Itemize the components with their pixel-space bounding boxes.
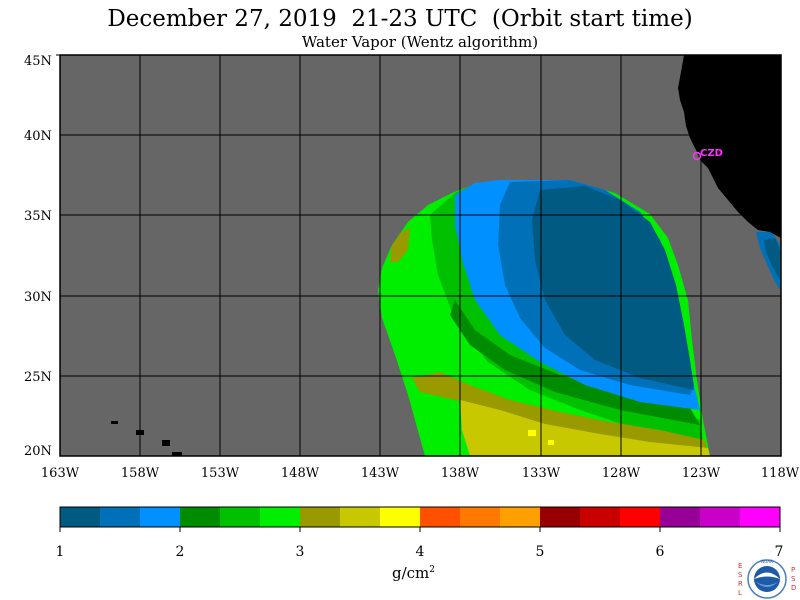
lat-axis-labels: 45N 40N 35N 30N 25N 20N bbox=[24, 54, 60, 459]
lat-label: 20N bbox=[24, 444, 52, 459]
logo-letter: E bbox=[738, 562, 742, 570]
colorbar-cell bbox=[660, 507, 701, 527]
colorbar-cell bbox=[60, 507, 101, 527]
station-symbol bbox=[692, 151, 702, 161]
colorbar-cell bbox=[380, 507, 421, 527]
logo-letter: P bbox=[791, 566, 795, 574]
swath-yellow-patch bbox=[528, 430, 536, 436]
map-frame bbox=[59, 54, 782, 457]
map-panel: CZD bbox=[59, 54, 782, 457]
colorbar-cell bbox=[460, 507, 501, 527]
map-grid bbox=[60, 55, 781, 456]
lat-label: 35N bbox=[24, 209, 52, 224]
colorbar-cell bbox=[420, 507, 461, 527]
island bbox=[111, 421, 118, 424]
lon-label: 133W bbox=[522, 466, 561, 481]
swath-olive bbox=[412, 372, 708, 456]
noaa-seal: NOAA bbox=[747, 559, 787, 599]
colorbar-label: 6 bbox=[656, 544, 665, 560]
colorbar-label: 2 bbox=[176, 544, 185, 560]
colorbar-label: 1 bbox=[56, 544, 65, 560]
lat-label: 40N bbox=[24, 129, 52, 144]
colorbar-cell bbox=[260, 507, 301, 527]
vapor-swath bbox=[378, 180, 780, 456]
lat-label: 45N bbox=[24, 54, 52, 69]
map-subtitle: Water Vapor (Wentz algorithm) bbox=[301, 33, 539, 51]
lon-label: 118W bbox=[761, 466, 800, 481]
units-exponent: 2 bbox=[429, 565, 436, 575]
logo-letter: L bbox=[738, 589, 742, 597]
swath-yellow-patch bbox=[548, 440, 554, 445]
lat-label: 30N bbox=[24, 290, 52, 305]
swath-yellow-olive bbox=[460, 400, 710, 456]
map-title: December 27, 2019 21-23 UTC (Orbit start… bbox=[107, 6, 693, 32]
colorbar-cell bbox=[740, 507, 781, 527]
lon-label: 138W bbox=[441, 466, 480, 481]
lon-label: 123W bbox=[682, 466, 721, 481]
east-blue-core bbox=[764, 238, 780, 280]
colorbar-cell bbox=[620, 507, 661, 527]
colorbar-cell bbox=[140, 507, 181, 527]
island bbox=[172, 452, 182, 456]
colorbar-cell bbox=[700, 507, 741, 527]
noaa-esrl-psd-logo: E S R L P S D NOAA bbox=[738, 559, 796, 599]
lon-label: 163W bbox=[41, 466, 80, 481]
lon-axis-labels: 163W 158W 153W 148W 143W 138W 133W 128W … bbox=[41, 466, 800, 481]
station-label: CZD bbox=[700, 148, 723, 159]
colorbar-label: 3 bbox=[296, 544, 305, 560]
colorbar: 1 2 3 4 5 6 7 bbox=[56, 506, 784, 560]
island bbox=[162, 440, 170, 446]
lon-label: 143W bbox=[361, 466, 400, 481]
colorbar-units: g/cm2 bbox=[392, 564, 435, 582]
colorbar-cell bbox=[100, 507, 141, 527]
station-marker: CZD bbox=[692, 148, 723, 161]
colorbar-cell bbox=[220, 507, 261, 527]
colorbar-cell bbox=[540, 507, 581, 527]
colorbar-ticks bbox=[59, 527, 781, 532]
logo-letter: S bbox=[738, 571, 743, 579]
colorbar-label: 4 bbox=[416, 544, 425, 560]
colorbar-cells bbox=[60, 507, 781, 527]
swath-green-dark bbox=[450, 300, 700, 425]
colorbar-label: 7 bbox=[775, 544, 784, 560]
colorbar-cell bbox=[340, 507, 381, 527]
lon-label: 128W bbox=[602, 466, 641, 481]
land-california bbox=[678, 55, 781, 238]
logo-center-text: NOAA bbox=[761, 559, 773, 564]
units-base: g/cm bbox=[392, 564, 430, 582]
lon-label: 153W bbox=[201, 466, 240, 481]
swath-blue-dark bbox=[532, 186, 694, 390]
lon-label: 158W bbox=[121, 466, 160, 481]
logo-letter: S bbox=[791, 575, 796, 583]
lat-label: 25N bbox=[24, 370, 52, 385]
swath-west-olive bbox=[390, 228, 410, 262]
logo-letter: D bbox=[791, 584, 796, 592]
colorbar-cell bbox=[300, 507, 341, 527]
colorbar-cell bbox=[580, 507, 621, 527]
colorbar-label: 5 bbox=[536, 544, 545, 560]
lon-label: 148W bbox=[281, 466, 320, 481]
colorbar-cell bbox=[500, 507, 541, 527]
colorbar-cell bbox=[180, 507, 221, 527]
logo-letter: R bbox=[738, 580, 743, 588]
